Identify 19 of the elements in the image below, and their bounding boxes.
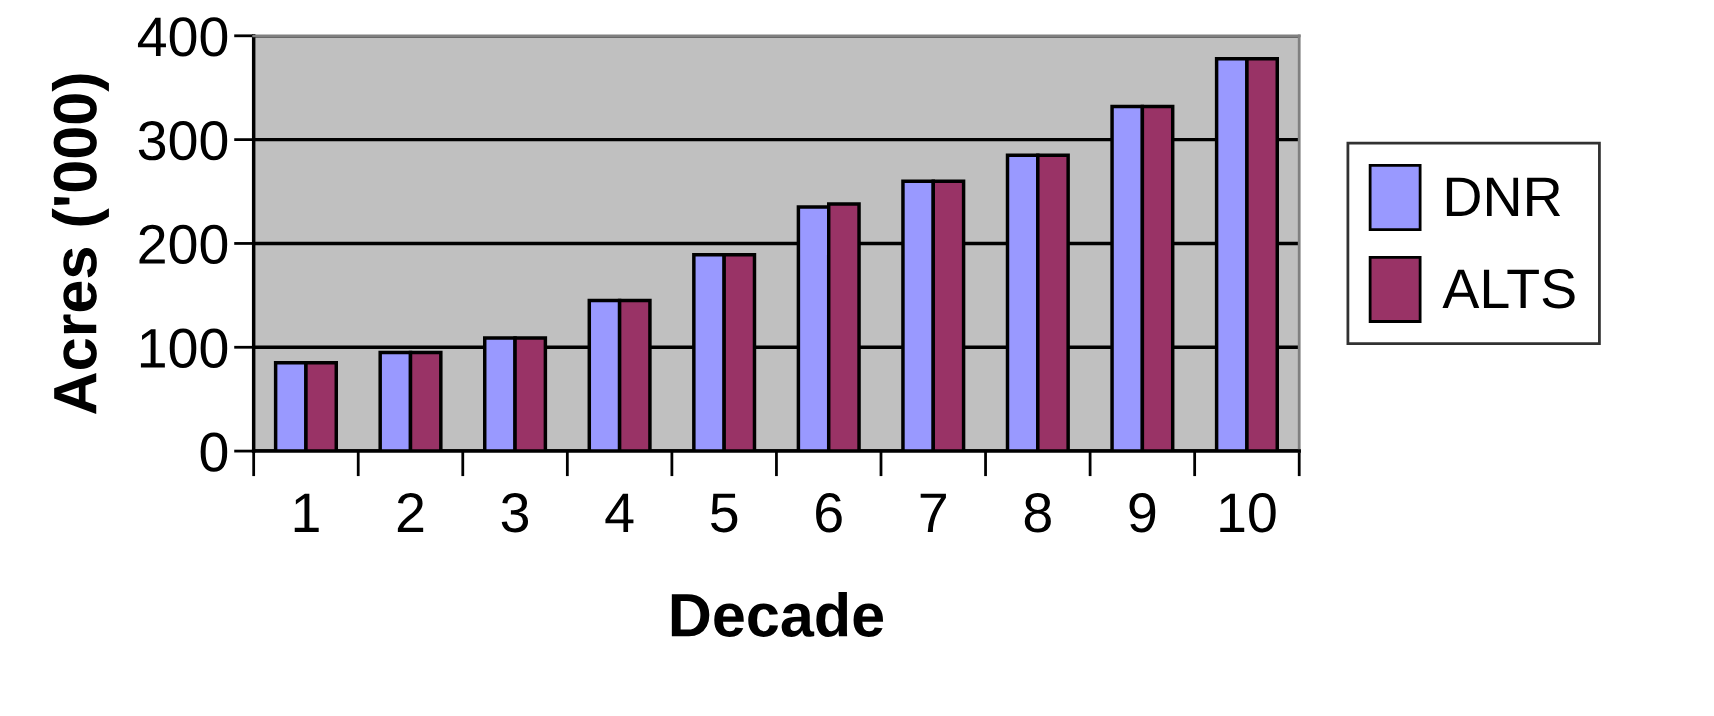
legend-label: ALTS [1442, 269, 1575, 309]
x-tick-label: 8 [1024, 493, 1051, 533]
y-tick-label: 100 [140, 328, 228, 368]
x-tick-label: 9 [1129, 493, 1156, 533]
x-tick-label: 5 [710, 493, 738, 533]
y-tick-label: 200 [139, 224, 228, 265]
x-tick-label: 2 [397, 493, 424, 532]
x-axis-title: Decade [671, 592, 884, 637]
x-tick-label: 10 [1220, 493, 1276, 533]
x-tick-label: 1 [294, 493, 319, 532]
y-axis-title: Acres ('000) [51, 74, 109, 414]
x-tick-label: 6 [816, 493, 842, 533]
y-tick-label: 0 [200, 432, 228, 472]
x-tick-label: 4 [605, 493, 634, 532]
y-tick-label: 300 [138, 120, 228, 161]
y-tick-label: 400 [137, 17, 228, 57]
x-tick-label: 7 [920, 493, 946, 532]
legend-label: DNR [1446, 177, 1561, 216]
x-tick-label: 3 [501, 493, 529, 533]
